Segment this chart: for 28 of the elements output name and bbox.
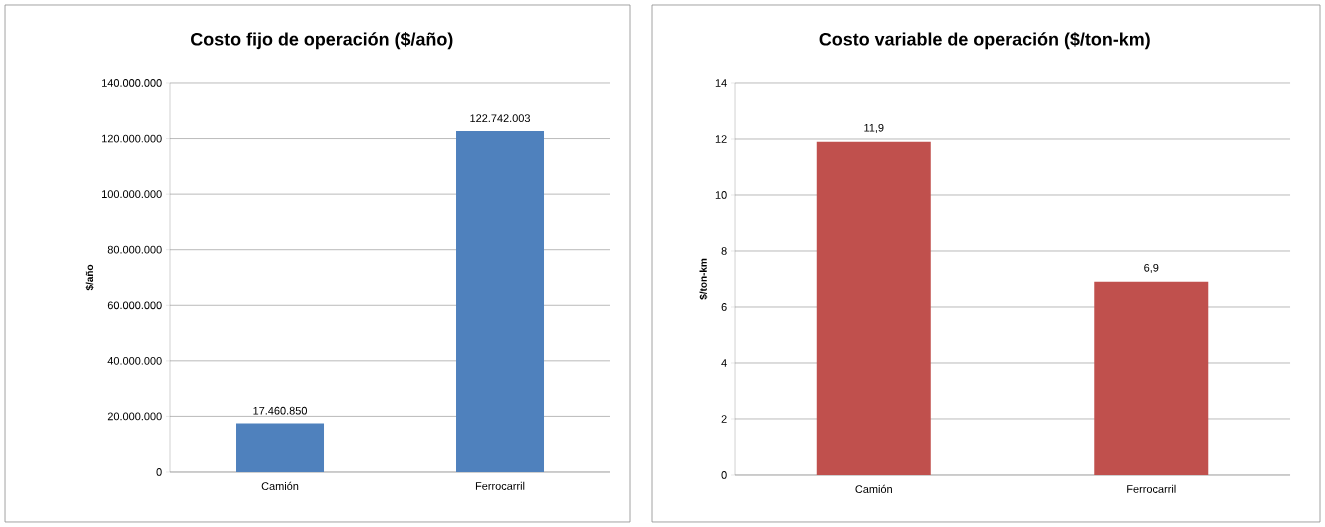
y-tick-label: 0 xyxy=(721,471,727,479)
y-axis-title: $/ton-km xyxy=(699,258,708,300)
x-tick-label: Camión xyxy=(855,484,892,494)
y-tick-label: 2 xyxy=(721,415,727,423)
chart-title: Costo fijo de operación ($/año) xyxy=(191,32,453,50)
data-label: 122.742.003 xyxy=(470,114,530,123)
data-label: 6,9 xyxy=(1144,263,1159,273)
y-tick-label: 6 xyxy=(721,303,727,311)
y-tick-label: 12 xyxy=(715,135,727,143)
y-tick-label: 20.000.000 xyxy=(107,412,162,421)
chart-title: Costo variable de operación ($/ton-km) xyxy=(819,32,1150,50)
y-tick-label: 4 xyxy=(721,359,727,367)
x-tick-label: Camión xyxy=(261,481,299,491)
y-axis-title: $/año xyxy=(85,264,94,291)
y-tick-label: 10 xyxy=(715,191,727,199)
x-tick-label: Ferrocarril xyxy=(475,481,525,490)
y-tick-label: 80.000.000 xyxy=(107,245,162,254)
y-tick-label: 14 xyxy=(715,79,727,87)
y-tick-label: 8 xyxy=(721,247,727,255)
y-tick-label: 100.000.000 xyxy=(102,190,162,199)
x-tick-label: Ferrocarril xyxy=(1127,484,1176,493)
y-tick-label: 0 xyxy=(156,468,162,476)
y-tick-label: 140.000.000 xyxy=(102,79,162,87)
y-tick-label: 40.000.000 xyxy=(107,356,162,365)
data-label: 11,9 xyxy=(864,123,884,133)
data-label: 17.460.850 xyxy=(253,406,307,415)
y-tick-label: 120.000.000 xyxy=(102,134,162,143)
y-tick-label: 60.000.000 xyxy=(107,301,162,310)
